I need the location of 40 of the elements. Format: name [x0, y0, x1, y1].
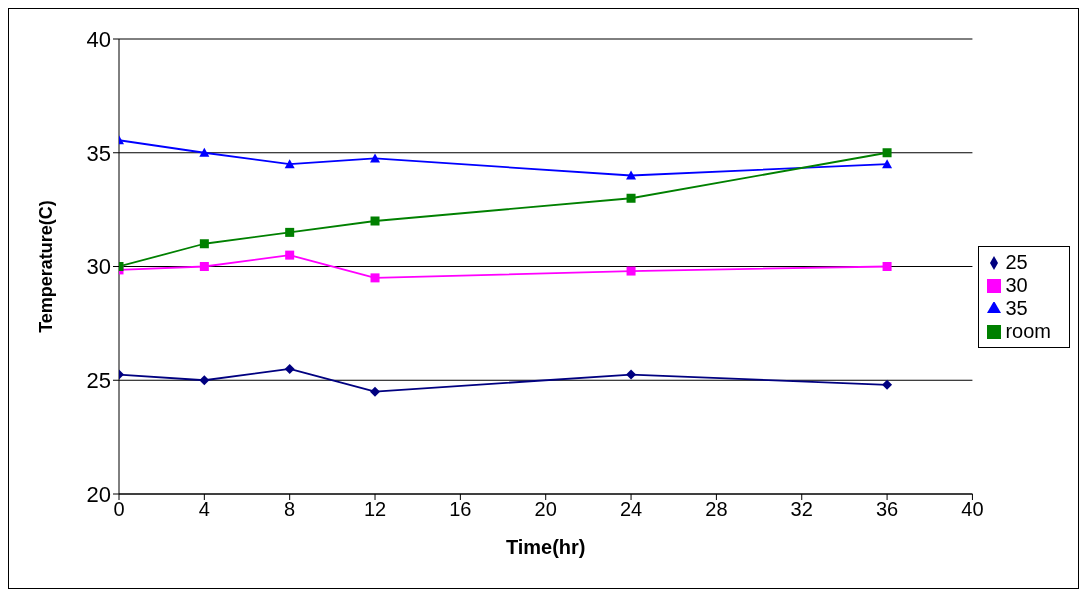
x-tick-label: 20 [534, 498, 557, 521]
x-tick-label: 28 [705, 498, 728, 521]
point [882, 262, 892, 271]
point [370, 273, 380, 283]
point [284, 159, 295, 169]
y-tick-label: 40 [86, 26, 111, 52]
y-tick-label: 25 [86, 368, 111, 394]
point [882, 148, 892, 158]
point [285, 227, 295, 237]
point [626, 170, 637, 180]
point [370, 386, 381, 397]
point [882, 379, 893, 390]
x-tick-label: 8 [284, 498, 296, 521]
point [626, 266, 636, 276]
y-tick-label: 30 [86, 254, 111, 280]
x-tick-label: 4 [198, 498, 210, 521]
y-axis-title: Temperature(C) [36, 200, 57, 333]
x-tick-label: 24 [619, 498, 643, 521]
point [199, 262, 209, 271]
legend-label: 30 [1005, 273, 1028, 296]
legend-label: 25 [1005, 250, 1028, 273]
x-tick-label: 16 [449, 498, 472, 521]
point [284, 363, 295, 374]
x-tick-label: 32 [790, 498, 813, 521]
x-axis-title: Time(hr) [505, 536, 586, 558]
point [199, 375, 210, 386]
point [199, 239, 209, 249]
y-tick-label: 35 [86, 140, 111, 166]
point [882, 159, 893, 169]
legend-label: 35 [1005, 296, 1028, 319]
x-tick-label: 0 [113, 498, 125, 521]
point [370, 216, 380, 226]
x-tick-label: 40 [961, 498, 984, 521]
x-tick-label: 36 [875, 498, 899, 521]
legend-label: room [1005, 319, 1051, 342]
x-tick-label: 12 [363, 498, 387, 521]
point [626, 369, 637, 380]
point [285, 250, 295, 260]
point [626, 193, 636, 203]
point [199, 147, 210, 157]
